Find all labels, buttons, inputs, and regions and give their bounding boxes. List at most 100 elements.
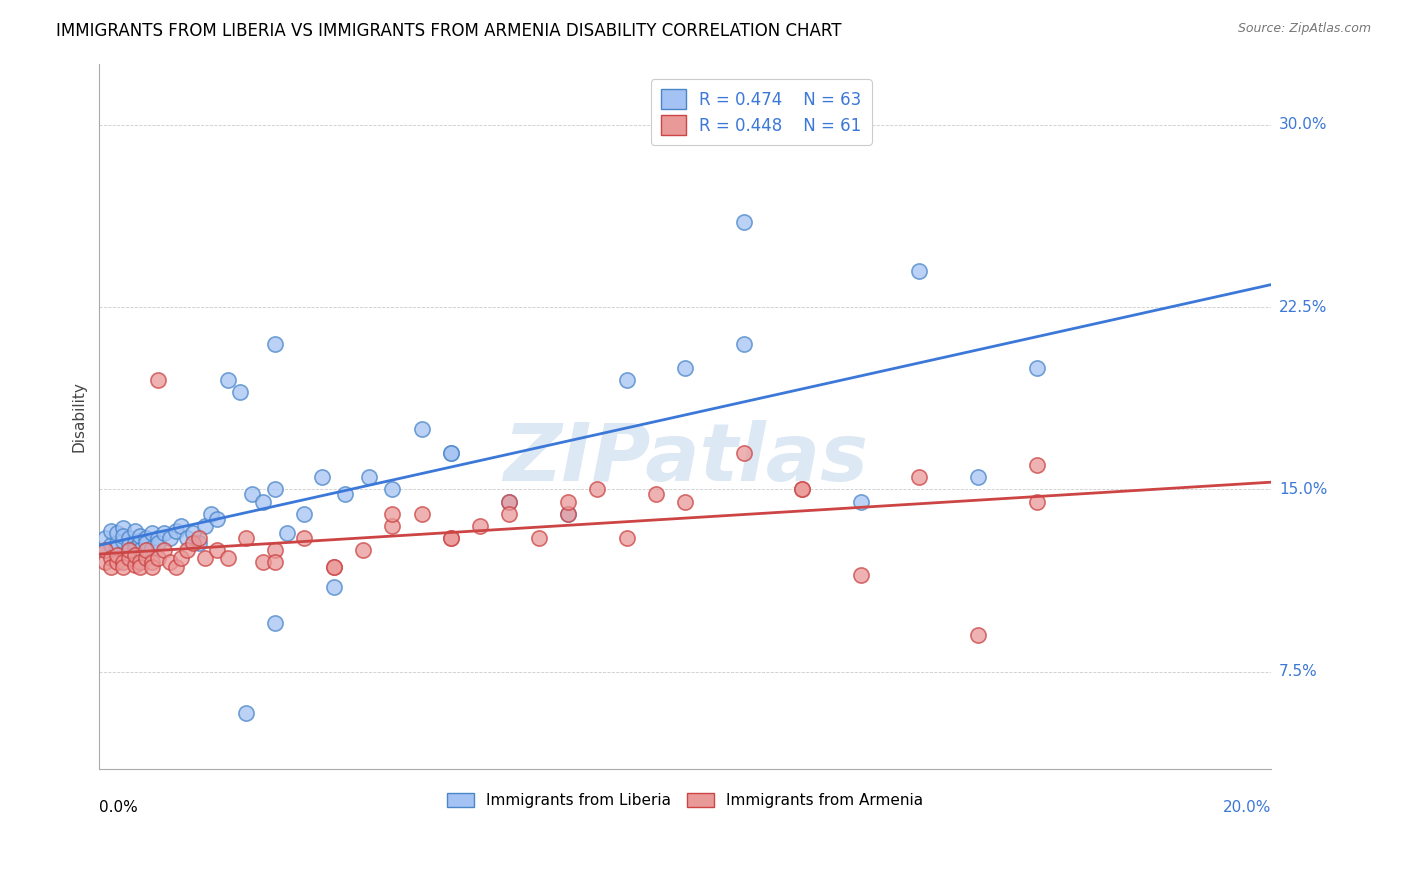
- Point: [967, 628, 990, 642]
- Point: [188, 536, 211, 550]
- Point: [124, 548, 146, 562]
- Point: [124, 541, 146, 555]
- Point: [118, 550, 141, 565]
- Point: [129, 555, 152, 569]
- Point: [176, 543, 198, 558]
- Point: [100, 538, 122, 552]
- Point: [557, 507, 579, 521]
- Point: [967, 470, 990, 484]
- Point: [135, 543, 157, 558]
- Point: [94, 543, 117, 558]
- Point: [381, 507, 404, 521]
- Point: [181, 526, 204, 541]
- Point: [124, 558, 146, 572]
- Point: [194, 519, 217, 533]
- Point: [94, 531, 117, 545]
- Point: [352, 543, 374, 558]
- Point: [235, 706, 257, 720]
- Point: [124, 536, 146, 550]
- Point: [792, 483, 814, 497]
- Text: 7.5%: 7.5%: [1279, 665, 1317, 680]
- Point: [170, 550, 193, 565]
- Point: [159, 531, 181, 545]
- Point: [100, 560, 122, 574]
- Point: [557, 507, 579, 521]
- Point: [129, 528, 152, 542]
- Y-axis label: Disability: Disability: [72, 381, 86, 452]
- Point: [165, 560, 187, 574]
- Point: [111, 560, 134, 574]
- Text: 30.0%: 30.0%: [1279, 118, 1327, 132]
- Point: [165, 524, 187, 538]
- Point: [527, 531, 550, 545]
- Point: [322, 580, 344, 594]
- Point: [141, 526, 163, 541]
- Point: [105, 555, 128, 569]
- Point: [194, 550, 217, 565]
- Text: IMMIGRANTS FROM LIBERIA VS IMMIGRANTS FROM ARMENIA DISABILITY CORRELATION CHART: IMMIGRANTS FROM LIBERIA VS IMMIGRANTS FR…: [56, 22, 842, 40]
- Point: [792, 483, 814, 497]
- Point: [381, 519, 404, 533]
- Point: [440, 446, 463, 460]
- Point: [205, 543, 228, 558]
- Point: [616, 531, 638, 545]
- Point: [105, 536, 128, 550]
- Point: [141, 560, 163, 574]
- Point: [229, 385, 252, 400]
- Point: [111, 528, 134, 542]
- Text: 22.5%: 22.5%: [1279, 300, 1327, 315]
- Point: [146, 536, 169, 550]
- Text: Source: ZipAtlas.com: Source: ZipAtlas.com: [1237, 22, 1371, 36]
- Point: [357, 470, 380, 484]
- Point: [105, 541, 128, 555]
- Point: [159, 555, 181, 569]
- Point: [264, 483, 287, 497]
- Point: [311, 470, 333, 484]
- Point: [105, 526, 128, 541]
- Point: [252, 555, 274, 569]
- Point: [908, 263, 931, 277]
- Point: [153, 526, 176, 541]
- Point: [264, 616, 287, 631]
- Point: [673, 360, 696, 375]
- Point: [141, 555, 163, 569]
- Point: [498, 494, 520, 508]
- Point: [129, 533, 152, 548]
- Point: [135, 531, 157, 545]
- Point: [264, 555, 287, 569]
- Point: [470, 519, 492, 533]
- Point: [94, 555, 117, 569]
- Point: [135, 550, 157, 565]
- Point: [908, 470, 931, 484]
- Point: [181, 536, 204, 550]
- Point: [153, 543, 176, 558]
- Point: [129, 560, 152, 574]
- Point: [264, 336, 287, 351]
- Point: [170, 519, 193, 533]
- Point: [335, 487, 357, 501]
- Point: [118, 531, 141, 545]
- Point: [440, 446, 463, 460]
- Point: [264, 543, 287, 558]
- Point: [235, 531, 257, 545]
- Point: [440, 531, 463, 545]
- Text: 15.0%: 15.0%: [1279, 482, 1327, 497]
- Text: 0.0%: 0.0%: [100, 799, 138, 814]
- Point: [94, 543, 117, 558]
- Point: [111, 533, 134, 548]
- Point: [100, 550, 122, 565]
- Point: [146, 373, 169, 387]
- Point: [322, 560, 344, 574]
- Point: [129, 543, 152, 558]
- Point: [411, 507, 433, 521]
- Point: [381, 483, 404, 497]
- Legend: Immigrants from Liberia, Immigrants from Armenia: Immigrants from Liberia, Immigrants from…: [440, 787, 929, 814]
- Point: [586, 483, 609, 497]
- Point: [188, 531, 211, 545]
- Point: [294, 507, 316, 521]
- Point: [240, 487, 263, 501]
- Point: [118, 543, 141, 558]
- Point: [135, 536, 157, 550]
- Point: [498, 494, 520, 508]
- Point: [118, 543, 141, 558]
